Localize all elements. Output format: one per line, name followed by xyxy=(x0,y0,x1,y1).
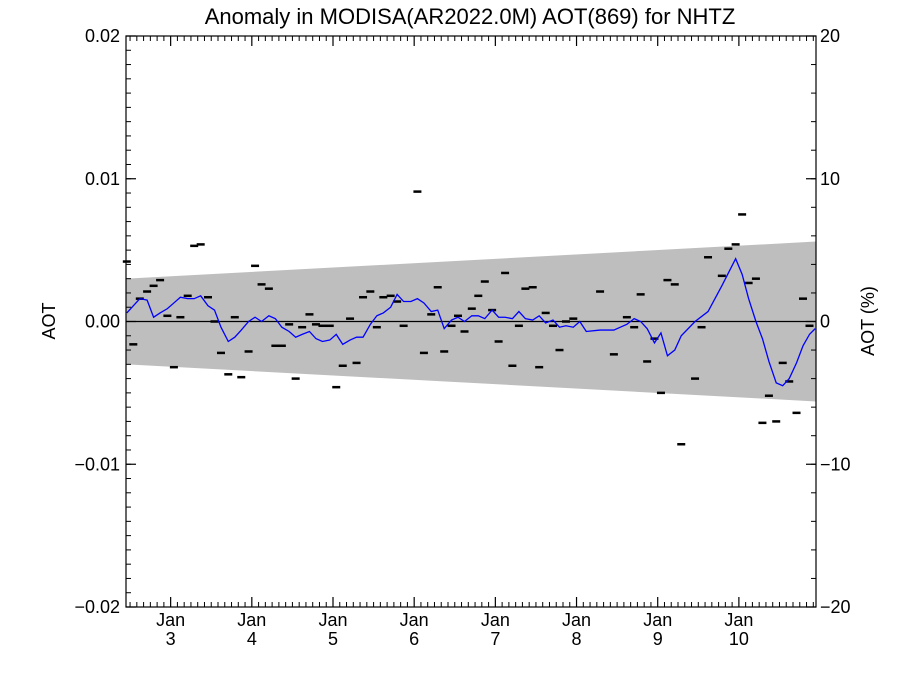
chart-title: Anomaly in MODISA(AR2022.0M) AOT(869) fo… xyxy=(205,4,736,29)
x-tick-sublabel-3: 6 xyxy=(409,629,419,649)
x-tick-label-5: Jan xyxy=(562,610,591,630)
y-tick-label-right-1: −10 xyxy=(820,454,851,474)
x-tick-label-6: Jan xyxy=(643,610,672,630)
x-tick-sublabel-1: 4 xyxy=(247,629,257,649)
y-tick-label-right-4: 20 xyxy=(820,26,840,46)
y-tick-label-left-0: −0.02 xyxy=(74,597,120,617)
y-axis-label-right: AOT (%) xyxy=(858,286,878,356)
x-tick-sublabel-0: 3 xyxy=(166,629,176,649)
x-tick-label-1: Jan xyxy=(237,610,266,630)
x-tick-sublabel-5: 8 xyxy=(572,629,582,649)
y-tick-label-left-3: 0.01 xyxy=(85,169,120,189)
y-tick-label-left-4: 0.02 xyxy=(85,26,120,46)
x-tick-sublabel-4: 7 xyxy=(490,629,500,649)
y-axis-label-left: AOT xyxy=(39,302,59,339)
x-tick-sublabel-6: 9 xyxy=(653,629,663,649)
x-tick-sublabel-2: 5 xyxy=(328,629,338,649)
y-tick-label-right-3: 10 xyxy=(820,169,840,189)
y-tick-label-left-2: 0.00 xyxy=(85,312,120,332)
y-tick-label-left-1: −0.01 xyxy=(74,454,120,474)
x-tick-sublabel-7: 10 xyxy=(729,629,749,649)
plot-area: −0.02−0.010.000.010.02−20−1001020Jan3Jan… xyxy=(74,26,850,649)
anomaly-line xyxy=(126,257,816,387)
y-tick-label-right-0: −20 xyxy=(820,597,851,617)
x-tick-label-4: Jan xyxy=(481,610,510,630)
x-tick-label-2: Jan xyxy=(318,610,347,630)
x-tick-label-7: Jan xyxy=(724,610,753,630)
y-tick-label-right-2: 0 xyxy=(820,312,830,332)
x-tick-label-0: Jan xyxy=(156,610,185,630)
x-tick-label-3: Jan xyxy=(400,610,429,630)
